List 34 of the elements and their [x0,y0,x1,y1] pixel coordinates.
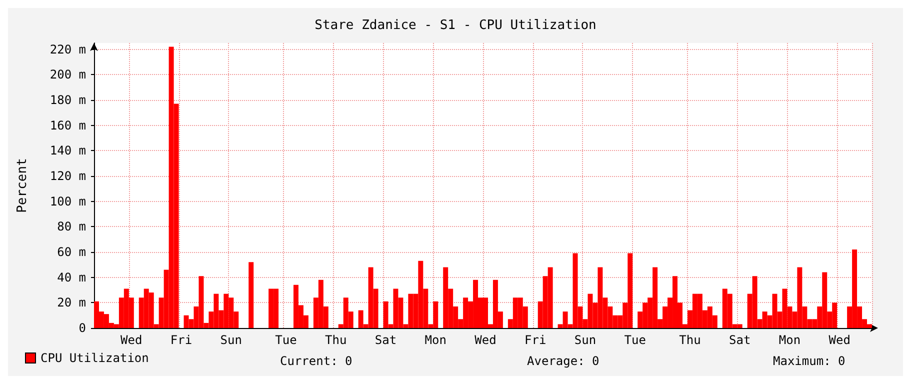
bar [248,262,254,328]
y-tick-label: 200 m [50,68,86,82]
y-tick-label: 140 m [50,144,86,158]
y-tick-label: 40 m [57,270,86,284]
y-tick-label: 160 m [50,118,86,132]
x-tick-label: Tue [624,333,646,347]
legend-label: CPU Utilization [40,351,149,365]
x-tick-label: Fri [170,333,192,347]
x-tick-label: Sat [374,333,397,347]
text: Maximum: 0 [773,354,846,368]
x-tick-label: Mon [424,333,446,347]
y-axis-title: Percent [15,158,30,213]
y-tick-label: 220 m [50,42,86,56]
y-tick-label: 20 m [57,296,86,310]
y-tick-label: 0 [78,321,86,335]
x-tick-label: Sun [574,333,596,347]
y-tick-label: 80 m [57,220,86,234]
x-tick-label: Sun [220,333,242,347]
x-tick-label: Thu [679,333,701,347]
y-tick-label: 180 m [50,93,86,107]
y-tick-label: 60 m [57,245,86,259]
chart-title: Stare Zdanice - S1 - CPU Utilization [314,18,596,33]
text: Current: 0 [280,354,352,368]
x-tick-label: Fri [524,333,546,347]
x-tick-label: Sat [728,333,751,347]
x-tick-label: Thu [325,333,347,347]
y-tick-label: 120 m [50,169,86,183]
y-tick-label: 100 m [50,194,86,208]
x-tick-label: Wed [120,333,142,347]
x-tick-label: Wed [828,333,850,347]
x-tick-label: Tue [275,333,297,347]
x-tick-label: Mon [778,333,801,347]
x-tick-label: Wed [474,333,496,347]
text: Average: 0 [527,354,600,368]
